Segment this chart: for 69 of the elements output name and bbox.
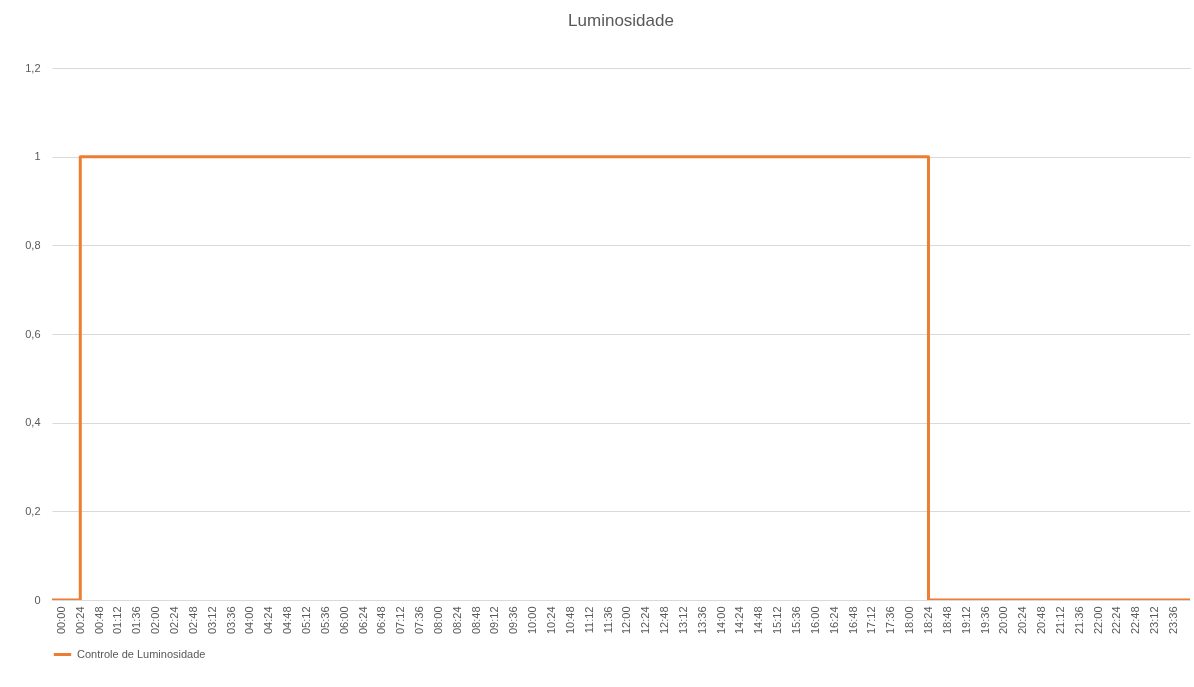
y-tick-label: 0,8 — [25, 238, 41, 251]
x-tick-label: 09:36 — [507, 606, 520, 635]
x-tick-label: 17:12 — [865, 606, 878, 635]
x-tick-label: 23:12 — [1148, 606, 1161, 635]
x-tick-label: 04:00 — [243, 606, 256, 635]
x-tick-label: 10:00 — [526, 606, 539, 635]
x-tick-label: 04:24 — [262, 606, 275, 635]
x-tick-label: 05:36 — [318, 606, 331, 635]
x-tick-label: 12:24 — [639, 606, 652, 635]
x-tick-label: 01:36 — [130, 606, 143, 635]
x-tick-label: 03:36 — [224, 606, 237, 635]
x-tick-label: 13:36 — [695, 606, 708, 635]
y-tick-label: 0,6 — [25, 327, 41, 340]
x-tick-label: 20:48 — [1035, 606, 1048, 635]
x-tick-label: 19:12 — [959, 606, 972, 635]
x-tick-label: 08:00 — [431, 606, 444, 635]
x-tick-label: 18:00 — [903, 606, 916, 635]
x-tick-label: 11:36 — [601, 606, 614, 634]
x-tick-label: 23:36 — [1167, 606, 1180, 635]
y-tick-label: 0,4 — [25, 416, 41, 429]
x-tick-label: 16:48 — [846, 606, 859, 635]
x-tick-label: 20:24 — [1016, 606, 1029, 635]
x-tick-label: 19:36 — [978, 606, 991, 635]
x-tick-label: 12:00 — [620, 606, 633, 635]
y-tick-label: 0,2 — [25, 504, 41, 517]
y-tick-label: 0 — [34, 593, 41, 606]
x-tick-label: 10:24 — [544, 606, 557, 635]
x-tick-label: 02:48 — [186, 606, 199, 635]
x-tick-label: 14:24 — [733, 606, 746, 635]
x-tick-label: 14:00 — [714, 606, 727, 635]
x-tick-label: 13:12 — [676, 606, 689, 635]
x-tick-label: 07:12 — [394, 606, 407, 635]
x-tick-label: 15:36 — [790, 606, 803, 635]
y-tick-label: 1,2 — [25, 61, 41, 74]
x-tick-label: 00:00 — [54, 606, 67, 635]
x-tick-label: 01:12 — [111, 606, 124, 635]
x-tick-label: 12:48 — [658, 606, 671, 635]
x-tick-label: 03:12 — [205, 606, 218, 635]
x-tick-label: 22:00 — [1091, 606, 1104, 635]
x-tick-label: 06:00 — [337, 606, 350, 635]
x-tick-label: 08:24 — [450, 606, 463, 635]
x-tick-label: 17:36 — [884, 606, 897, 635]
x-tick-label: 04:48 — [281, 606, 294, 635]
x-tick-label: 21:36 — [1072, 606, 1085, 635]
x-tick-label: 21:12 — [1053, 606, 1066, 635]
x-tick-label: 18:24 — [921, 606, 934, 635]
x-tick-label: 22:24 — [1110, 606, 1123, 635]
x-tick-label: 16:24 — [827, 606, 840, 635]
x-tick-label: 06:24 — [356, 606, 369, 635]
x-tick-label: 16:00 — [808, 606, 821, 635]
x-tick-label: 02:24 — [168, 606, 181, 635]
chart-title: Luminosidade — [568, 11, 674, 30]
x-tick-label: 10:48 — [563, 606, 576, 635]
x-tick-label: 14:48 — [752, 606, 765, 635]
legend-label: Controle de Luminosidade — [77, 647, 206, 660]
x-tick-label: 07:36 — [413, 606, 426, 635]
x-tick-label: 11:12 — [582, 606, 595, 634]
x-tick-label: 22:48 — [1129, 606, 1142, 635]
y-tick-label: 1 — [34, 150, 41, 163]
x-tick-label: 00:24 — [73, 606, 86, 635]
x-tick-label: 05:12 — [299, 606, 312, 635]
x-tick-label: 15:12 — [771, 606, 784, 635]
x-tick-label: 00:48 — [92, 606, 105, 635]
x-tick-label: 06:48 — [375, 606, 388, 635]
x-tick-label: 18:48 — [940, 606, 953, 635]
x-tick-label: 08:48 — [469, 606, 482, 635]
x-tick-label: 09:12 — [488, 606, 501, 635]
x-tick-label: 20:00 — [997, 606, 1010, 635]
x-tick-label: 02:00 — [149, 606, 162, 635]
